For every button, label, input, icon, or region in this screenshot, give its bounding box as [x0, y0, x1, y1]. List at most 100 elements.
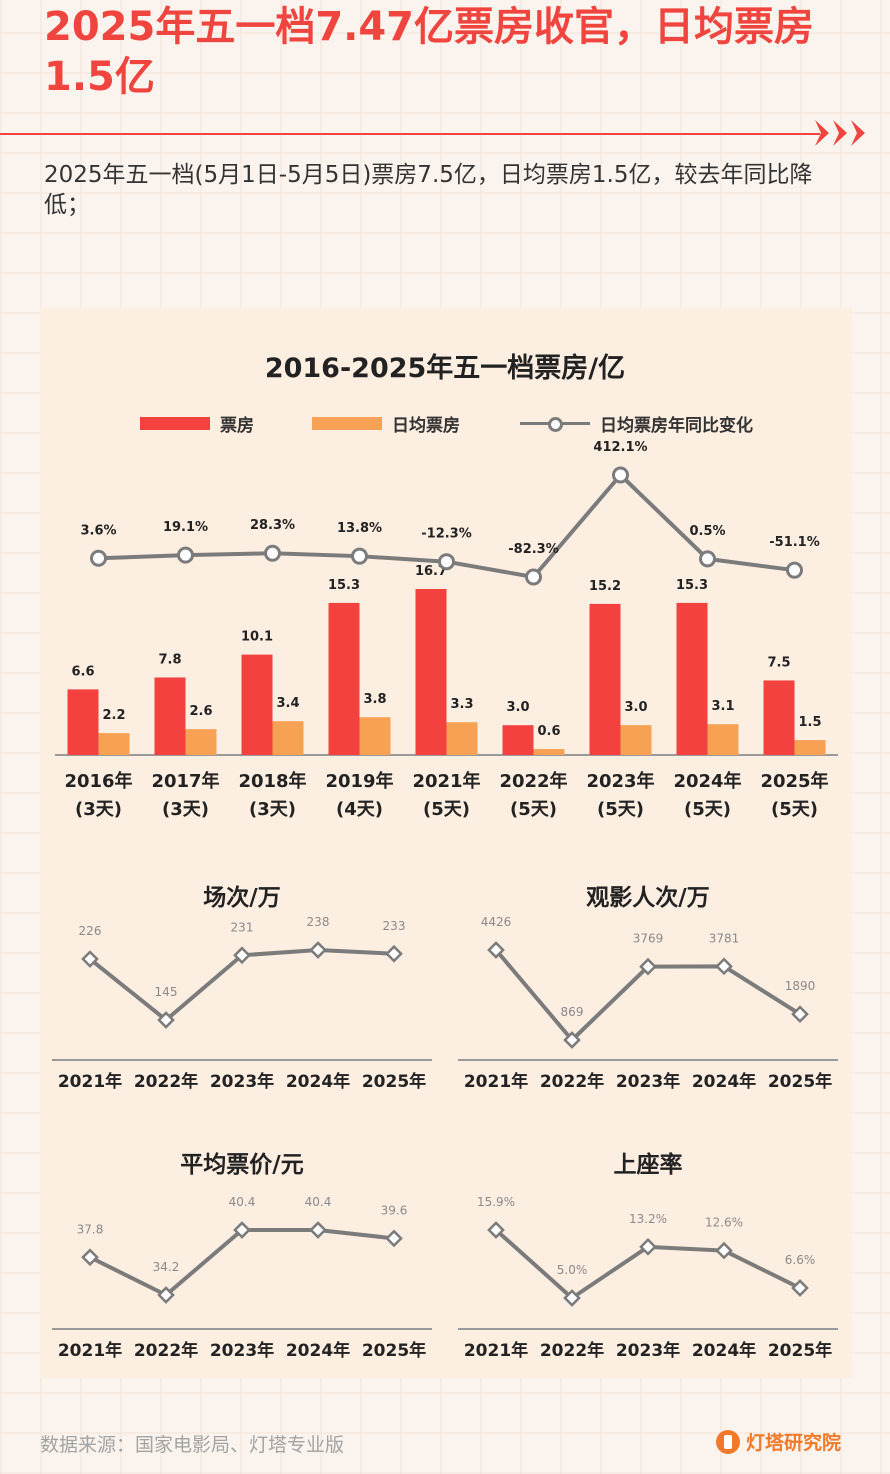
data-label-daily: 0.6 — [537, 724, 560, 739]
legend-swatch-yoy — [520, 416, 590, 432]
data-label-yoy: 19.1% — [163, 520, 208, 535]
yoy-point — [612, 466, 629, 484]
legend-label-yoy: 日均票房年同比变化 — [600, 415, 753, 436]
small-x-tick-label: 2021年 — [58, 1340, 122, 1361]
small-point — [715, 957, 733, 976]
legend-label-box-office: 票房 — [220, 415, 254, 436]
small-x-tick-label: 2025年 — [362, 1340, 426, 1361]
subtitle: 2025年五一档(5月1日-5月5日)票房7.5亿，日均票房1.5亿，较去年同比… — [44, 162, 813, 218]
brand-logo: 灯塔研究院 — [716, 1428, 841, 1455]
data-label-daily: 3.0 — [624, 700, 647, 715]
small-data-label: 869 — [561, 1005, 584, 1019]
small-point — [81, 1248, 99, 1267]
data-label-yoy: 13.8% — [337, 521, 382, 536]
data-label-daily: 3.3 — [450, 697, 473, 712]
data-label-yoy: -82.3% — [508, 542, 559, 557]
small-chart-title: 观影人次/万 — [586, 884, 709, 911]
bar-box-office — [763, 680, 795, 755]
small-point — [487, 1221, 505, 1239]
yoy-point — [264, 544, 281, 562]
headline-rule — [0, 133, 820, 135]
data-label-daily: 2.2 — [102, 708, 125, 723]
bar-box-office — [589, 603, 621, 755]
small-data-label: 40.4 — [229, 1195, 256, 1209]
x-tick-label-year: 2025年 — [760, 770, 828, 792]
data-label-box-office: 15.2 — [589, 579, 621, 594]
small-data-label: 4426 — [481, 915, 512, 929]
x-tick-label-year: 2016年 — [64, 770, 132, 792]
x-tick-label-year: 2017年 — [151, 770, 219, 792]
x-tick-label-year: 2018年 — [238, 770, 306, 792]
small-x-tick-label: 2024年 — [692, 1071, 756, 1092]
small-x-tick-label: 2024年 — [286, 1071, 350, 1092]
legend-item-box-office: 票房 — [140, 410, 254, 436]
legend-swatch-daily — [312, 416, 382, 430]
data-label-yoy: -12.3% — [421, 527, 472, 542]
small-data-label: 1890 — [785, 979, 816, 993]
small-data-label: 226 — [79, 924, 102, 938]
small-x-tick-label: 2022年 — [540, 1071, 604, 1092]
small-x-tick-label: 2021年 — [58, 1071, 122, 1092]
small-point — [157, 1011, 175, 1029]
data-label-box-office: 15.3 — [328, 578, 360, 593]
headline: 2025年五一档7.47亿票房收官，日均票房1.5亿 — [44, 4, 815, 100]
small-point — [639, 1238, 657, 1256]
main-chart-legend: 票房 日均票房 日均票房年同比变化 — [0, 410, 890, 436]
x-tick-label-year: 2022年 — [499, 770, 567, 792]
small-point — [157, 1286, 175, 1304]
data-label-yoy: 412.1% — [593, 440, 647, 455]
brand-name: 灯塔研究院 — [746, 1432, 842, 1454]
yoy-point — [177, 546, 194, 564]
small-x-tick-label: 2022年 — [134, 1071, 198, 1092]
yoy-point — [525, 568, 542, 586]
small-x-tick-label: 2021年 — [464, 1071, 528, 1092]
data-label-yoy: -51.1% — [769, 535, 820, 550]
small-chart-title: 场次/万 — [203, 884, 280, 911]
small-point — [487, 941, 505, 959]
small-point — [385, 1229, 403, 1248]
small-data-label: 6.6% — [785, 1253, 816, 1267]
lighthouse-icon — [716, 1429, 740, 1454]
small-x-tick-label: 2023年 — [616, 1071, 680, 1092]
small-x-tick-label: 2025年 — [768, 1071, 832, 1092]
yoy-point — [90, 549, 107, 567]
small-x-tick-label: 2023年 — [616, 1340, 680, 1361]
x-tick-label-days: (3天) — [75, 799, 122, 820]
bar-daily — [98, 733, 130, 755]
yoy-point — [351, 547, 368, 565]
bar-daily — [272, 721, 304, 755]
x-tick-label-days: (3天) — [249, 799, 296, 820]
yoy-point — [438, 553, 455, 571]
source-note: 数据来源：国家电影局、灯塔专业版 — [40, 1434, 345, 1456]
small-data-label: 231 — [231, 920, 254, 934]
small-x-tick-label: 2024年 — [692, 1340, 756, 1361]
legend-item-daily: 日均票房 — [312, 410, 460, 436]
bar-daily — [794, 740, 826, 755]
data-label-box-office: 10.1 — [241, 630, 273, 645]
data-label-yoy: 28.3% — [250, 518, 295, 533]
small-x-tick-label: 2024年 — [286, 1340, 350, 1361]
small-point — [233, 946, 251, 965]
bar-daily — [446, 722, 478, 755]
small-data-label: 145 — [155, 985, 178, 999]
small-data-label: 233 — [383, 919, 406, 933]
small-point — [233, 1221, 251, 1239]
bar-daily — [620, 725, 652, 755]
small-point — [715, 1241, 733, 1260]
x-tick-label-days: (5天) — [597, 799, 644, 820]
data-label-yoy: 3.6% — [80, 523, 116, 538]
small-x-tick-label: 2021年 — [464, 1340, 528, 1361]
x-tick-label-days: (3天) — [162, 799, 209, 820]
data-label-daily: 3.8 — [363, 692, 386, 707]
data-label-box-office: 6.6 — [71, 664, 94, 679]
bar-box-office — [502, 725, 534, 755]
small-point — [639, 957, 657, 976]
small-data-label: 40.4 — [305, 1195, 332, 1209]
small-data-label: 12.6% — [705, 1216, 743, 1230]
small-x-tick-label: 2025年 — [768, 1340, 832, 1361]
bar-box-office — [241, 654, 273, 755]
small-x-tick-label: 2023年 — [210, 1340, 274, 1361]
legend-label-daily: 日均票房 — [392, 415, 460, 436]
legend-item-yoy: 日均票房年同比变化 — [520, 410, 753, 436]
bar-box-office — [415, 589, 447, 755]
